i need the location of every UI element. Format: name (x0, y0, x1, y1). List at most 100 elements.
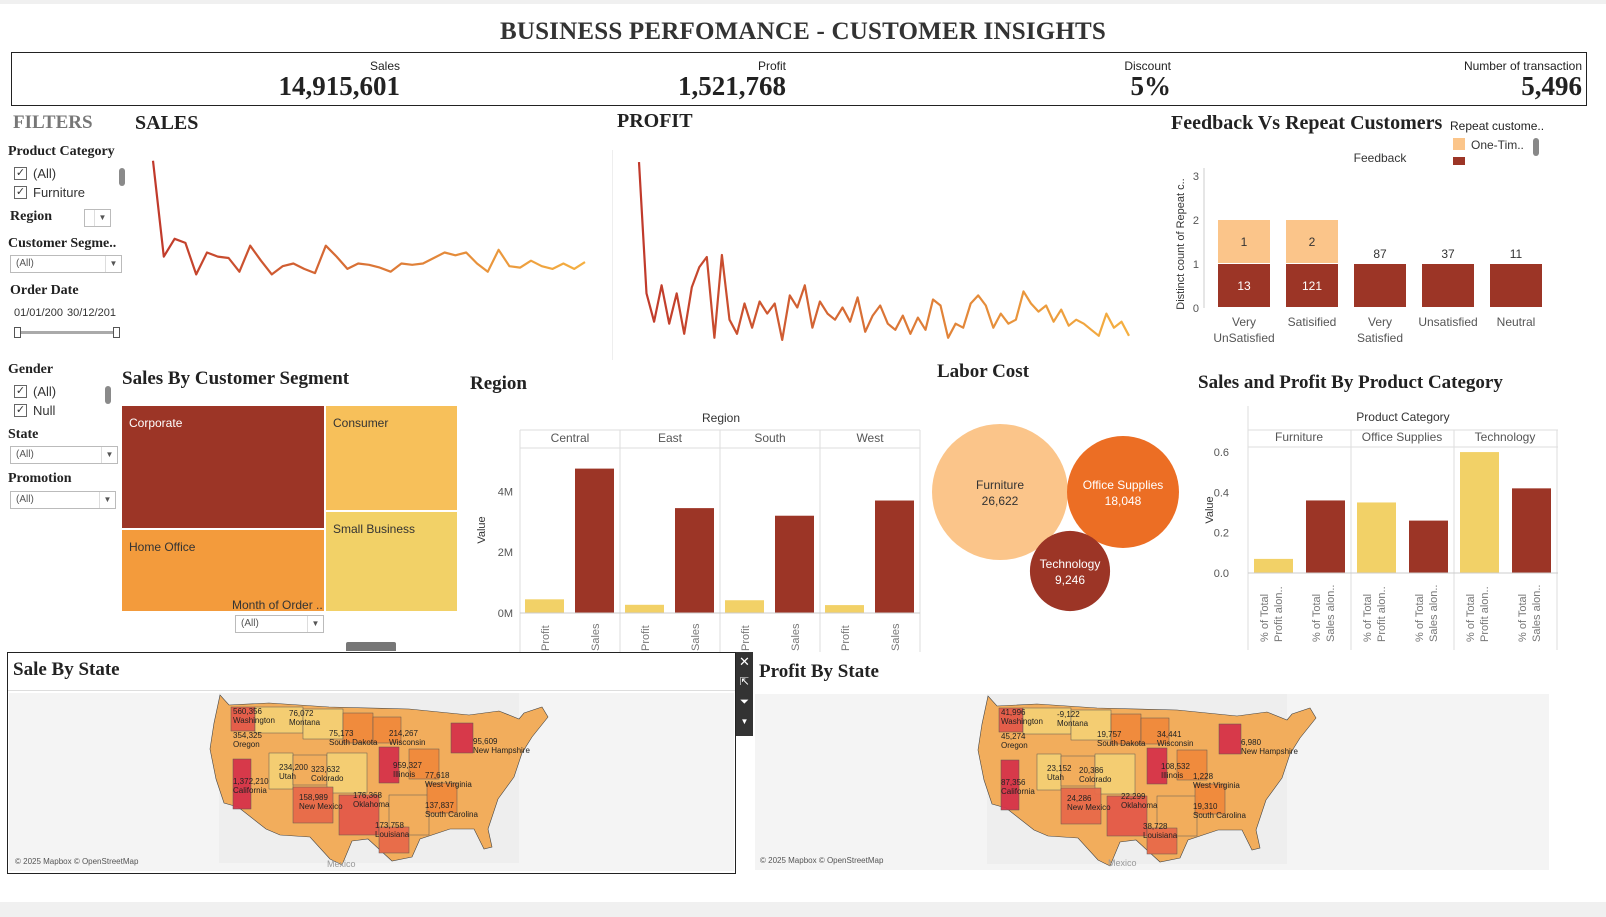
profit_trend-point (1083, 323, 1085, 325)
category-x-tick: Sales alon.. (1531, 585, 1543, 642)
profit_trend-point (1053, 321, 1055, 323)
profit_trend-point (1068, 325, 1070, 327)
legend-scrollbar (1533, 138, 1539, 156)
state-shape (408, 748, 440, 780)
category-y-tick: 0.4 (1214, 487, 1229, 499)
feedback-x-tick: Satisified (1288, 315, 1337, 329)
category-bar-profit-share (1254, 558, 1293, 573)
checkbox-checked-icon[interactable]: ✓ (14, 385, 27, 398)
map-state-name: Colorado (311, 774, 344, 783)
map-state-name: California (233, 786, 267, 795)
sales_trend-point (217, 256, 219, 258)
map-state-label: 95,609 New Hampshire (473, 737, 530, 755)
profit-map-shapes (977, 694, 1317, 867)
sales_trend-point (260, 260, 262, 262)
profit_trend-point (661, 284, 663, 286)
profit-by-state-title: Profit By State (759, 661, 879, 682)
region-y-tick: 4M (498, 486, 513, 498)
kpi-transactions-label: Number of transaction (1463, 59, 1582, 73)
month-of-order-dropdown[interactable]: (All) ▼ (235, 615, 324, 633)
checkbox-checked-icon[interactable]: ✓ (14, 167, 27, 180)
category-x-tick: Profit alon.. (1273, 586, 1285, 642)
order-date-end[interactable]: 30/12/201 (67, 307, 116, 319)
treemap-cell-corporate (122, 406, 324, 528)
profit_trend-series-line (637, 162, 1130, 341)
sales_trend-point (573, 268, 575, 270)
region-bar-profit (825, 605, 864, 613)
region-bar-profit (625, 604, 664, 613)
profit-title: PROFIT (617, 110, 693, 132)
treemap-label: Consumer (333, 416, 388, 430)
sales_trend-point (325, 245, 327, 247)
checkbox-checked-icon[interactable]: ✓ (14, 186, 27, 199)
map-state-value: 95,609 (473, 737, 498, 746)
sales_trend-point (563, 263, 565, 265)
expand-icon[interactable]: ⇱ (739, 676, 750, 688)
map-state-value: 1,228 (1193, 772, 1214, 781)
category-x-tick: Profit alon.. (1376, 586, 1388, 642)
map-state-name: Oregon (233, 740, 260, 749)
state-shape (254, 706, 304, 734)
order-date-start[interactable]: 01/01/200 (14, 307, 63, 319)
option-label: (All) (33, 384, 57, 399)
map-state-label: -9,122 Montana (1057, 710, 1088, 728)
state-shape (292, 786, 334, 824)
filter-gender-all[interactable]: ✓ (All) (14, 384, 56, 399)
category-bar-chart: Product Category Value 0.0 0.2 0.4 0.6 Furnitu… (1204, 406, 1558, 650)
region-x-tick: Sales (890, 623, 902, 651)
filter-scrollbar[interactable] (119, 168, 125, 186)
filter-order-date-label: Order Date (10, 283, 79, 298)
order-date-slider-start-handle[interactable] (14, 327, 21, 338)
map-state-label: 22,299 Oklahoma (1121, 792, 1157, 810)
category-x-tick: Sales alon.. (1428, 585, 1440, 642)
profit_trend-point (744, 303, 746, 305)
drag-handle[interactable] (346, 642, 396, 651)
order-date-slider-track[interactable] (17, 331, 119, 334)
filter-scrollbar[interactable] (105, 386, 111, 404)
feedback-legend-swatch-one-time (1453, 138, 1465, 150)
state-dropdown[interactable]: (All) ▼ (10, 446, 118, 464)
map-state-value: 24,286 (1067, 794, 1092, 803)
profit_trend-point (1113, 327, 1115, 329)
treemap-cell-small-business (326, 512, 457, 611)
filter-icon[interactable]: ⏷ (740, 696, 749, 708)
region-bar-sales (875, 500, 914, 613)
feedback-y-tick: 2 (1193, 215, 1199, 227)
map-state-name: Wisconsin (1157, 739, 1194, 748)
more-options-icon[interactable]: ▼ (740, 717, 749, 726)
region-dropdown[interactable]: ▼ (84, 209, 111, 227)
order-date-slider-end-handle[interactable] (113, 327, 120, 338)
checkbox-checked-icon[interactable]: ✓ (14, 404, 27, 417)
map-state-label: 76,072 Montana (289, 709, 320, 727)
map-state-value: 38,728 (1143, 822, 1168, 831)
sales_trend-point (509, 265, 511, 267)
profit_trend-point (729, 319, 731, 321)
map-state-value: 959,327 (393, 761, 422, 770)
profit_trend-point (1045, 305, 1047, 307)
region-x-tick: Profit (540, 625, 552, 651)
category-header: Product Category (1356, 410, 1449, 424)
profit_trend-point (887, 323, 889, 325)
region-header: Region (702, 411, 740, 425)
filter-product-category-all[interactable]: ✓ (All) (14, 166, 56, 181)
category-x-tick: % of Total (1259, 594, 1271, 642)
map-state-value: 560,356 (233, 707, 262, 716)
sale-map[interactable]: 560,356 Washington 354,325 Oregon 76,072 Mont… (9, 693, 734, 871)
close-icon[interactable]: ✕ (739, 654, 750, 669)
profit_trend-point (676, 293, 678, 295)
labor-bubble-value: 18,048 (1105, 494, 1142, 508)
map-state-value: 75,173 (329, 729, 354, 738)
filter-gender-null[interactable]: ✓ Null (14, 403, 55, 418)
customer-segment-dropdown[interactable]: (All) ▼ (10, 255, 122, 273)
profit-map[interactable]: 41,996 Washington 45,274 Oregon -9,122 Montan… (755, 694, 1549, 870)
state-shape (1146, 747, 1168, 785)
profit_trend-point (796, 307, 798, 309)
kpi-transactions: Number of transaction 5,496 (1463, 59, 1582, 100)
labor-bubble-value: 26,622 (982, 494, 1019, 508)
map-state-label: 87,356 California (1001, 778, 1035, 796)
sales_trend-point (228, 257, 230, 259)
filter-product-category-furniture[interactable]: ✓ Furniture (14, 185, 85, 200)
map-state-value: 108,532 (1161, 762, 1190, 771)
feedback-bar-label: 2 (1309, 235, 1316, 249)
promotion-dropdown[interactable]: (All) ▼ (10, 491, 116, 509)
